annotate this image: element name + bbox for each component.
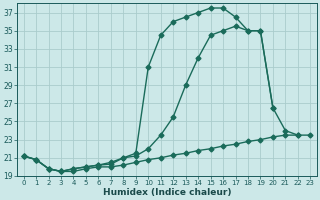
X-axis label: Humidex (Indice chaleur): Humidex (Indice chaleur) [103, 188, 231, 197]
